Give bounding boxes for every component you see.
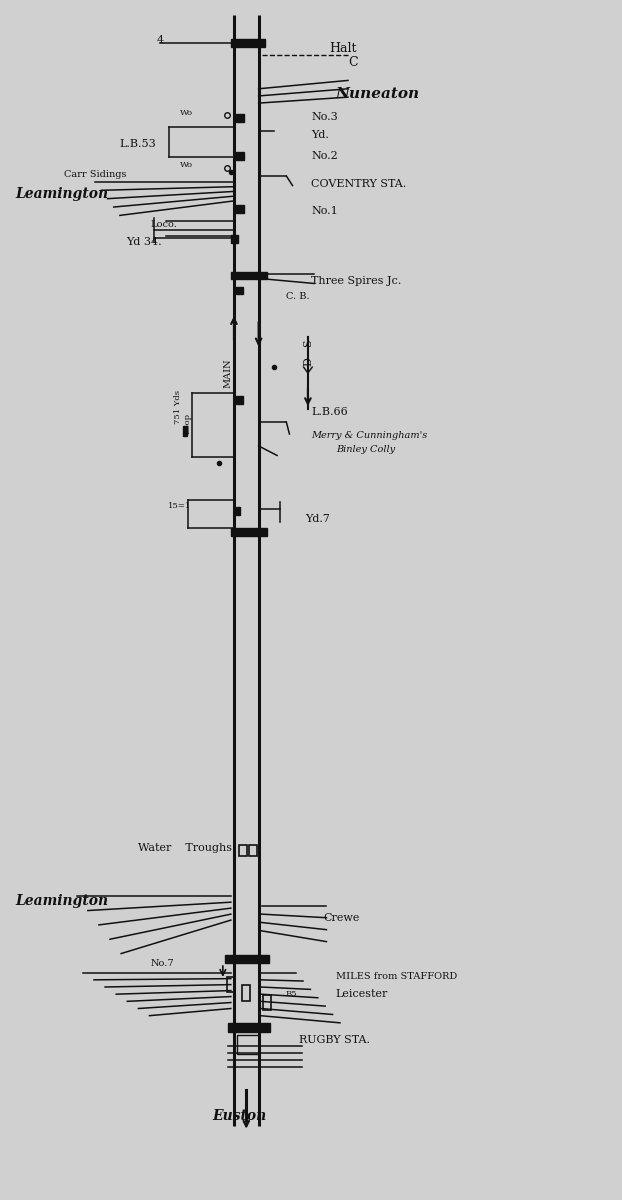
Text: Binley Colly: Binley Colly xyxy=(336,445,395,454)
Text: Yd.: Yd. xyxy=(311,131,329,140)
Text: 15=1: 15=1 xyxy=(168,502,191,510)
Text: Merry & Cunningham's: Merry & Cunningham's xyxy=(311,431,427,439)
Text: Loco.: Loco. xyxy=(151,221,178,229)
Text: Wo: Wo xyxy=(180,161,193,169)
Text: D: D xyxy=(304,356,313,366)
Bar xyxy=(225,955,269,964)
Text: Loop: Loop xyxy=(183,413,192,433)
Text: Yd 34.: Yd 34. xyxy=(126,236,162,247)
Bar xyxy=(239,845,247,856)
Bar xyxy=(231,271,267,278)
Bar xyxy=(236,205,244,214)
Text: Carr Sidings: Carr Sidings xyxy=(65,170,127,179)
Bar xyxy=(249,845,258,856)
Text: C: C xyxy=(348,56,358,68)
Text: Leicester: Leicester xyxy=(336,989,388,1000)
Bar xyxy=(236,396,243,404)
Text: 751 Yds: 751 Yds xyxy=(174,390,182,424)
Text: Yd.7: Yd.7 xyxy=(305,514,330,523)
Bar xyxy=(231,528,267,535)
Text: No.1: No.1 xyxy=(311,205,338,216)
Bar xyxy=(183,426,187,437)
Text: Leamington: Leamington xyxy=(15,187,108,200)
Text: Three Spires Jc.: Three Spires Jc. xyxy=(311,276,401,286)
Text: Water    Troughs: Water Troughs xyxy=(139,844,233,853)
Bar xyxy=(236,152,244,161)
Bar xyxy=(237,1034,259,1054)
Text: Nuneaton: Nuneaton xyxy=(336,86,420,101)
Text: No.7: No.7 xyxy=(151,959,174,967)
Text: No.2: No.2 xyxy=(311,151,338,161)
Text: L.B.66: L.B.66 xyxy=(311,408,348,418)
Text: S: S xyxy=(304,340,313,347)
Text: MAIN: MAIN xyxy=(223,359,233,388)
Text: B5: B5 xyxy=(285,990,297,998)
Text: C. B.: C. B. xyxy=(286,292,310,301)
Bar xyxy=(236,287,243,294)
Bar xyxy=(231,38,265,47)
Bar xyxy=(236,114,244,122)
Text: MILES from STAFFORD: MILES from STAFFORD xyxy=(336,972,457,980)
Text: Leamington: Leamington xyxy=(15,894,108,908)
Bar xyxy=(236,506,240,515)
Text: RUGBY STA.: RUGBY STA. xyxy=(299,1034,369,1044)
Text: 4: 4 xyxy=(157,35,164,44)
Text: Crewe: Crewe xyxy=(323,913,360,923)
Bar xyxy=(228,1022,270,1032)
Text: L.B.53: L.B.53 xyxy=(120,139,157,149)
Text: COVENTRY STA.: COVENTRY STA. xyxy=(311,179,406,190)
Text: Halt: Halt xyxy=(330,42,357,55)
Text: No.3: No.3 xyxy=(311,113,338,122)
Text: Euston: Euston xyxy=(212,1109,267,1123)
Text: Wo: Wo xyxy=(180,109,193,116)
Bar xyxy=(231,234,238,242)
